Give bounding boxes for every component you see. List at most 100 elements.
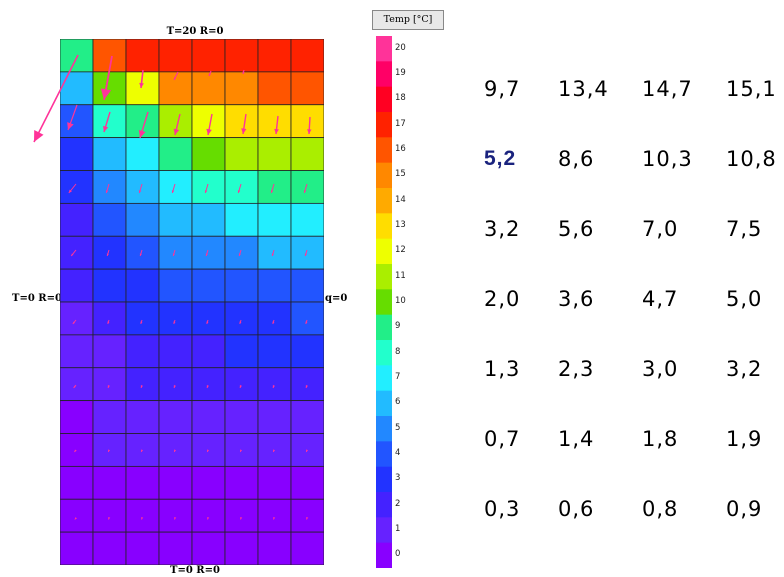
- grid-cell: [125, 367, 160, 402]
- grid-cell: [158, 104, 193, 139]
- colorbar-swatch: [376, 61, 392, 88]
- colorbar-tick-label: 17: [395, 118, 406, 129]
- grid-cell: [191, 400, 226, 434]
- value-cell: 14,7: [642, 77, 693, 101]
- colorbar-tick-label: 4: [395, 448, 401, 458]
- colorbar-swatch: [376, 340, 392, 366]
- grid-cell: [290, 367, 324, 402]
- grid-cell: [191, 498, 226, 533]
- colorbar-swatch: [376, 416, 392, 442]
- grid-cell: [125, 531, 160, 565]
- grid-cell: [224, 400, 259, 434]
- grid-cell: [257, 367, 292, 402]
- grid-cell: [290, 531, 324, 565]
- temperature-grid: [60, 39, 324, 565]
- colorbar-tick-label: 5: [395, 422, 401, 433]
- grid-cell: [158, 39, 193, 73]
- grid-cell: [290, 334, 324, 369]
- grid-cell: [158, 367, 193, 402]
- boundary-top-label: T=20 R=0: [166, 26, 224, 37]
- grid-cell: [60, 400, 94, 434]
- grid-cell: [60, 334, 94, 369]
- value-cell: 0,7: [484, 427, 521, 451]
- grid-cell: [257, 235, 292, 270]
- grid-cell: [158, 137, 193, 171]
- colorbar-tick-label: 20: [395, 42, 406, 53]
- grid-cell: [257, 334, 292, 369]
- grid-cell: [125, 334, 160, 369]
- colorbar-tick-label: 7: [395, 372, 401, 382]
- grid-cell: [60, 104, 94, 139]
- grid-cell: [257, 104, 292, 139]
- grid-cell: [125, 104, 160, 139]
- value-cell: 4,7: [642, 287, 679, 311]
- colorbar-swatch: [376, 264, 392, 290]
- grid-cell: [60, 433, 94, 467]
- grid-cell: [290, 202, 324, 237]
- grid-cell: [290, 235, 324, 270]
- colorbar-tick-label: 8: [395, 346, 401, 357]
- legend-title-button[interactable]: Temp [°C]: [372, 10, 444, 30]
- colorbar-swatch: [376, 289, 392, 316]
- grid-cell: [224, 137, 259, 171]
- grid-cell: [224, 498, 259, 533]
- colorbar-tick-label: 19: [395, 68, 406, 78]
- grid-cell: [158, 498, 193, 533]
- grid-cell: [257, 39, 292, 73]
- grid-cell: [60, 71, 94, 106]
- grid-cell: [92, 39, 127, 73]
- grid-cell: [92, 235, 127, 270]
- grid-cell: [60, 170, 94, 204]
- value-cell: 1,3: [484, 357, 521, 381]
- colorbar-tick-label: 2: [395, 498, 401, 509]
- boundary-right-label: q=0: [325, 293, 348, 304]
- grid-cell: [125, 301, 160, 336]
- colorbar-swatch: [376, 238, 392, 265]
- grid-cell: [158, 465, 193, 500]
- grid-cell: [92, 465, 127, 500]
- boundary-left-label: T=0 R=0: [12, 293, 62, 304]
- grid-cell: [158, 531, 193, 565]
- colorbar-swatch: [376, 542, 392, 568]
- value-cell: 9,7: [484, 77, 521, 101]
- grid-cell: [191, 465, 226, 500]
- grid-cell: [290, 170, 324, 204]
- value-cell: 0,8: [642, 497, 679, 521]
- colorbar-tick-label: 3: [395, 473, 401, 484]
- colorbar-tick-label: 16: [395, 144, 406, 154]
- grid-cell: [290, 71, 324, 106]
- value-cell: 5,6: [558, 217, 595, 241]
- grid-cell: [125, 71, 160, 106]
- colorbar-swatch: [376, 137, 392, 164]
- colorbar-swatch: [376, 36, 392, 62]
- grid-cell: [125, 170, 160, 204]
- grid-cell: [92, 170, 127, 204]
- grid-cell: [125, 39, 160, 73]
- grid-cell: [224, 39, 259, 73]
- grid-cell: [257, 498, 292, 533]
- grid-cell: [290, 301, 324, 336]
- grid-cell: [191, 531, 226, 565]
- colorbar-swatch: [376, 213, 392, 240]
- grid-cell: [60, 465, 94, 500]
- grid-cell: [92, 531, 127, 565]
- grid-cell: [191, 367, 226, 402]
- grid-cell: [92, 137, 127, 171]
- grid-cell: [257, 137, 292, 171]
- grid-cell: [257, 301, 292, 336]
- grid-cell: [158, 334, 193, 369]
- value-cell: 0,6: [558, 497, 595, 521]
- grid-cell: [125, 433, 160, 467]
- value-cell: 0,3: [484, 497, 521, 521]
- colorbar-tick-label: 1: [395, 524, 401, 534]
- value-cell: 10,3: [642, 147, 693, 171]
- grid-cell: [125, 268, 160, 303]
- grid-cell: [92, 71, 127, 106]
- grid-cell: [191, 334, 226, 369]
- grid-cell: [158, 235, 193, 270]
- colorbar-swatch: [376, 390, 392, 417]
- grid-cell: [191, 433, 226, 467]
- grid-cell: [158, 71, 193, 106]
- grid-cell: [158, 170, 193, 204]
- grid-cell: [191, 39, 226, 73]
